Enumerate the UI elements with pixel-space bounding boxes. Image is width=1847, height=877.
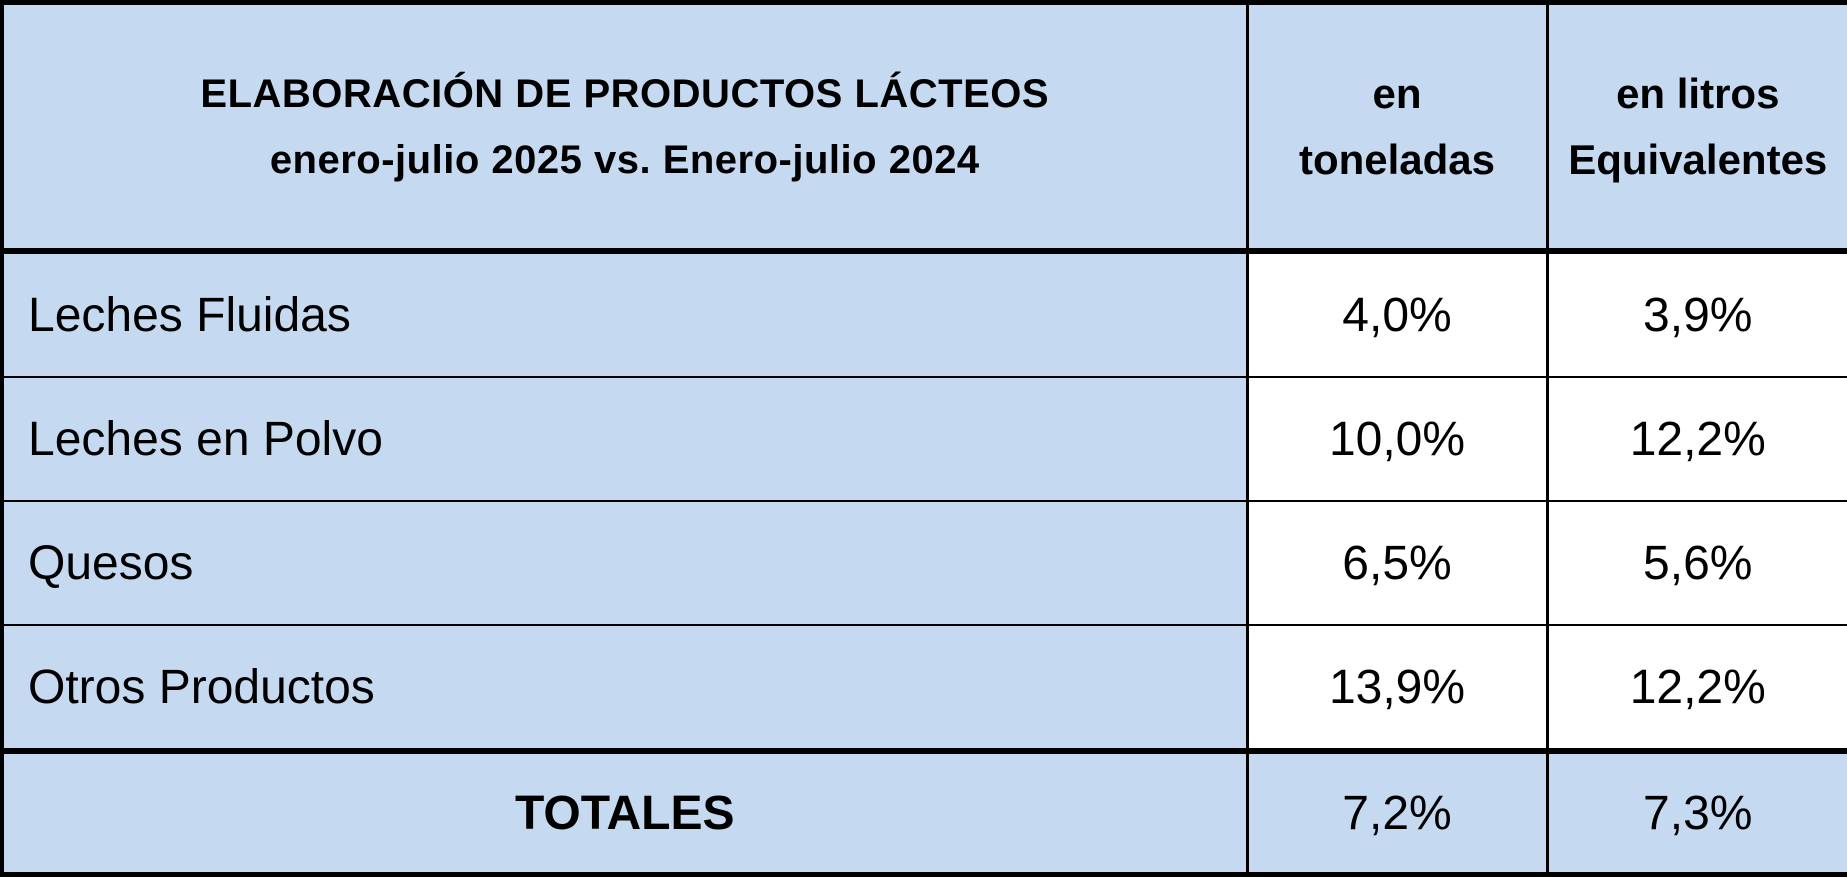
totals-label: TOTALES [2,751,1247,875]
column-header-toneladas-line-1: en [1249,61,1546,127]
column-header-toneladas: en toneladas [1247,3,1547,252]
table-row: Leches en Polvo 10,0% 12,2% [2,377,1847,501]
value-litros: 3,9% [1547,251,1847,377]
table-title: ELABORACIÓN DE PRODUCTOS LÁCTEOS enero-j… [2,3,1247,252]
value-litros: 12,2% [1547,377,1847,501]
row-label: Quesos [2,501,1247,625]
value-toneladas: 13,9% [1247,625,1547,751]
value-toneladas: 10,0% [1247,377,1547,501]
header-row: ELABORACIÓN DE PRODUCTOS LÁCTEOS enero-j… [2,3,1847,252]
column-header-litros: en litros Equivalentes [1547,3,1847,252]
title-line-1: ELABORACIÓN DE PRODUCTOS LÁCTEOS [4,61,1246,127]
column-header-toneladas-line-2: toneladas [1249,127,1546,193]
totals-toneladas: 7,2% [1247,751,1547,875]
value-litros: 12,2% [1547,625,1847,751]
row-label: Leches en Polvo [2,377,1247,501]
column-header-litros-line-2: Equivalentes [1549,127,1847,193]
title-line-2: enero-julio 2025 vs. Enero-julio 2024 [4,127,1246,193]
row-label: Leches Fluidas [2,251,1247,377]
table-row: Otros Productos 13,9% 12,2% [2,625,1847,751]
value-toneladas: 6,5% [1247,501,1547,625]
row-label: Otros Productos [2,625,1247,751]
totals-row: TOTALES 7,2% 7,3% [2,751,1847,875]
table-row: Quesos 6,5% 5,6% [2,501,1847,625]
totals-litros: 7,3% [1547,751,1847,875]
value-toneladas: 4,0% [1247,251,1547,377]
column-header-litros-line-1: en litros [1549,61,1847,127]
value-litros: 5,6% [1547,501,1847,625]
table-row: Leches Fluidas 4,0% 3,9% [2,251,1847,377]
